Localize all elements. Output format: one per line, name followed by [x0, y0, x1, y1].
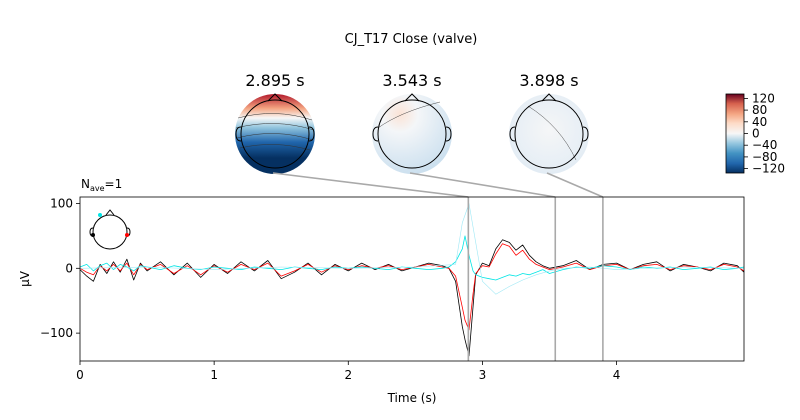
trace-4: [79, 203, 745, 295]
colorbar-tick-label: −120: [752, 162, 785, 176]
x-tick-label: 0: [76, 368, 84, 382]
colorbar-tick-label: −40: [752, 138, 777, 152]
topomap-3-nose: [541, 93, 557, 102]
topomap-1-left-ear: [235, 126, 242, 142]
colorbar-gradient: [725, 93, 745, 174]
topomap-1: 2.895 s: [235, 71, 315, 174]
sensor-inset-nose: [105, 209, 115, 216]
butterfly-plot: Nave=1 0 1 2 3 4 100 0 −100 Time (s) µV: [18, 177, 745, 405]
topomap-1-contour: [236, 133, 314, 141]
topomap-3-head: [514, 99, 584, 169]
plot-frame: [79, 196, 745, 362]
topomap-1-contour: [235, 123, 315, 131]
connector-1: [272, 172, 469, 198]
colorbar-tick-label: 0: [752, 127, 760, 141]
y-axis-label: µV: [18, 270, 32, 287]
y-axis-ticks: 100 0 −100: [40, 196, 80, 340]
trace-3: [79, 235, 745, 281]
topomap-2: 3.543 s: [372, 71, 452, 174]
topomap-2-left-ear: [372, 126, 379, 142]
topomap-3-field: [509, 94, 589, 174]
topomap-1-time-label: 2.895 s: [245, 71, 304, 90]
sensor-dot-cyan: [98, 213, 102, 217]
topomap-3: 3.898 s: [509, 71, 589, 174]
topomap-connectors: [272, 172, 604, 198]
sensor-dot-red: [125, 233, 129, 237]
trace-2: [79, 243, 745, 331]
x-tick-label: 3: [479, 368, 487, 382]
topomap-2-time-label: 3.543 s: [382, 71, 441, 90]
colorbar-tick-label: −80: [752, 150, 777, 164]
sensor-inset: [89, 209, 131, 250]
colorbar-tick-label: 120: [752, 91, 775, 105]
colorbar-tick-label: 40: [752, 115, 767, 129]
y-tick-label: 0: [65, 261, 73, 275]
topomap-3-left-ear: [509, 126, 516, 142]
topomap-3-time-label: 3.898 s: [519, 71, 578, 90]
x-tick-label: 4: [613, 368, 621, 382]
figure-title: CJ_T17 Close (valve): [345, 32, 478, 47]
x-tick-label: 2: [344, 368, 352, 382]
x-axis-label: Time (s): [387, 391, 437, 405]
topomap-1-right-ear: [308, 126, 315, 142]
time-marker-layer: [467, 197, 604, 361]
y-tick-label: 100: [50, 196, 73, 210]
topomap-3-contour: [527, 105, 577, 161]
topomap-1-nose: [267, 93, 283, 102]
topomap-2-nose: [404, 93, 420, 102]
trace-1: [79, 239, 745, 357]
sensor-inset-head: [92, 214, 128, 250]
y-tick-label: −100: [40, 326, 73, 340]
nave-label: Nave=1: [81, 177, 122, 193]
connector-2: [409, 172, 556, 198]
topomap-3-right-ear: [582, 126, 589, 142]
x-tick-label: 1: [210, 368, 218, 382]
topomap-1-contour: [239, 144, 311, 151]
sensor-dot-black: [91, 233, 95, 237]
topomap-1-field: [235, 94, 315, 174]
topomap-2-right-ear: [445, 126, 452, 142]
topomap-2-contour: [377, 101, 441, 129]
topomap-1-head: [240, 99, 310, 169]
topomap-2-field: [372, 94, 452, 174]
topomap-2-head: [377, 99, 447, 169]
x-axis-ticks: 0 1 2 3 4: [76, 361, 620, 382]
connector-3: [546, 172, 604, 198]
trace-layer: [79, 203, 745, 357]
colorbar-tick-label: 80: [752, 103, 767, 117]
